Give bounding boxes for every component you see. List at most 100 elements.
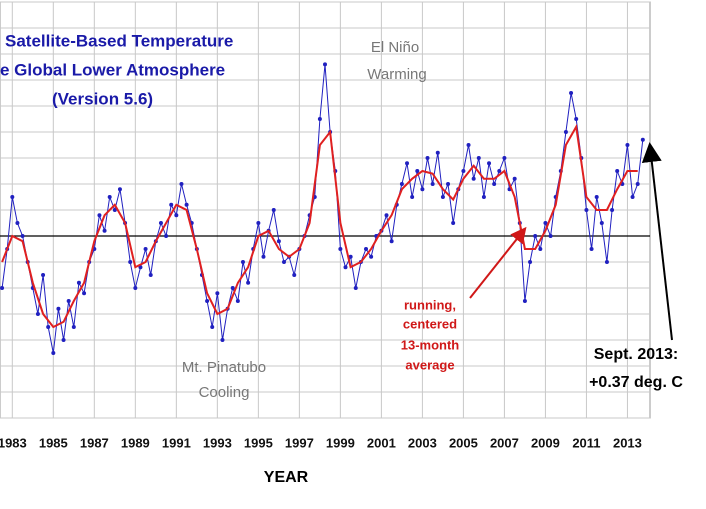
annotation: +0.37 deg. C (589, 374, 683, 391)
x-tick-label: 2013 (613, 435, 642, 450)
x-tick-label: 1991 (162, 435, 191, 450)
series-line (1, 64, 644, 354)
data-point (492, 182, 497, 186)
data-point (487, 161, 492, 166)
data-point (364, 247, 369, 251)
data-point (15, 221, 20, 225)
x-tick-label: 1989 (121, 435, 150, 450)
data-point (240, 260, 245, 264)
data-point (317, 117, 322, 121)
data-point (184, 202, 189, 207)
data-point (466, 143, 471, 147)
annotation: El Niño (371, 39, 419, 56)
data-point (271, 208, 276, 212)
title-line: (Version 5.6) (52, 89, 153, 108)
data-point (348, 254, 353, 259)
annotation: Sept. 2013: (594, 346, 678, 363)
x-tick-label: 2001 (367, 435, 396, 450)
data-point (128, 260, 133, 264)
data-point (215, 291, 220, 296)
data-point (323, 62, 327, 67)
data-point (169, 202, 174, 207)
data-point (548, 234, 553, 238)
data-point (353, 286, 358, 290)
data-point (625, 143, 630, 147)
x-tick-label: 1999 (326, 435, 355, 450)
annotation: Warming (367, 66, 426, 83)
data-point (205, 299, 210, 303)
data-point (528, 260, 533, 264)
data-point (389, 239, 394, 244)
data-point (563, 130, 568, 134)
data-point (399, 182, 404, 186)
data-point (369, 254, 374, 259)
data-point (522, 299, 527, 303)
data-point (435, 150, 440, 155)
data-point (589, 247, 594, 251)
data-point (220, 338, 225, 342)
x-tick-label: 2011 (572, 435, 600, 450)
data-point (10, 195, 15, 199)
data-point (497, 169, 502, 173)
data-point (235, 299, 240, 303)
arrow (469, 226, 527, 299)
x-tick-label: 1985 (39, 435, 68, 450)
data-point (615, 169, 620, 173)
data-point (533, 234, 538, 238)
data-point (569, 91, 574, 95)
data-point (446, 182, 451, 186)
data-point (512, 176, 517, 181)
data-point (538, 247, 543, 251)
data-point (292, 273, 297, 277)
data-point (425, 156, 430, 160)
data-point (420, 187, 425, 192)
data-point (604, 260, 609, 264)
data-point (56, 306, 61, 311)
annotation: Cooling (199, 384, 250, 401)
data-point (210, 325, 215, 329)
data-point (276, 239, 281, 244)
data-point (261, 254, 266, 259)
data-point (102, 228, 107, 233)
data-point (143, 247, 148, 251)
x-tick-label: 1995 (244, 435, 273, 450)
data-point (338, 247, 343, 251)
x-axis-label: YEAR (264, 469, 309, 486)
data-point (430, 182, 435, 186)
data-point (502, 156, 507, 160)
data-point (230, 286, 235, 290)
arrow (641, 142, 673, 341)
data-point (107, 195, 112, 199)
x-tick-label: 1997 (285, 435, 314, 450)
data-point (415, 169, 420, 173)
x-tick-label: 2003 (408, 435, 437, 450)
data-point (630, 195, 635, 199)
data-point (635, 182, 640, 186)
data-point (71, 325, 76, 329)
data-point (82, 291, 87, 296)
data-point (35, 312, 40, 316)
data-point (20, 234, 25, 238)
data-point (476, 156, 481, 160)
data-point (471, 176, 476, 181)
data-point (112, 208, 117, 212)
data-point (543, 221, 548, 225)
data-point (158, 221, 163, 225)
data-point (61, 338, 66, 342)
data-point (405, 161, 410, 166)
data-point (384, 213, 389, 218)
data-point (640, 137, 645, 142)
data-point (179, 182, 184, 186)
data-point (410, 195, 415, 199)
data-point (51, 351, 56, 355)
title-line: e Global Lower Atmosphere (0, 60, 225, 79)
data-point (256, 221, 261, 225)
data-point (97, 213, 102, 218)
data-point (281, 260, 286, 264)
annotation: centered (403, 316, 457, 331)
data-point (246, 280, 251, 285)
data-point (117, 187, 122, 192)
data-point (461, 169, 466, 173)
data-point (76, 280, 81, 285)
data-point (594, 195, 599, 199)
